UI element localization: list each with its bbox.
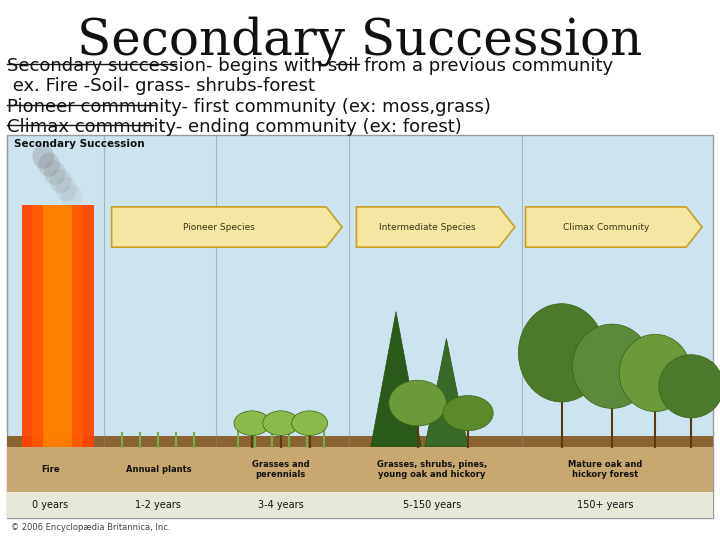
Polygon shape (371, 312, 421, 447)
Ellipse shape (572, 324, 652, 408)
Ellipse shape (234, 411, 270, 435)
Text: Intermediate Species: Intermediate Species (379, 222, 476, 232)
Text: Grasses, shrubs, pines,
young oak and hickory: Grasses, shrubs, pines, young oak and hi… (377, 460, 487, 479)
FancyBboxPatch shape (43, 205, 72, 447)
Text: Climax community- ending community (ex: forest): Climax community- ending community (ex: … (7, 118, 462, 136)
FancyBboxPatch shape (22, 205, 94, 447)
Ellipse shape (61, 185, 83, 209)
Polygon shape (425, 339, 468, 447)
FancyBboxPatch shape (7, 135, 713, 518)
FancyBboxPatch shape (7, 436, 713, 492)
Text: 5-150 years: 5-150 years (403, 501, 461, 510)
FancyBboxPatch shape (32, 205, 83, 447)
Ellipse shape (263, 411, 299, 435)
Ellipse shape (659, 355, 720, 418)
Text: Annual plants: Annual plants (125, 465, 192, 474)
Text: 150+ years: 150+ years (577, 501, 633, 510)
FancyBboxPatch shape (7, 436, 713, 469)
Text: 0 years: 0 years (32, 501, 68, 510)
Text: Mature oak and
hickory forest: Mature oak and hickory forest (567, 460, 642, 479)
Ellipse shape (619, 334, 691, 411)
Ellipse shape (518, 303, 605, 402)
Ellipse shape (443, 395, 493, 431)
Text: Secondary succession- begins with soil from a previous community: Secondary succession- begins with soil f… (7, 57, 613, 75)
Text: 3-4 years: 3-4 years (258, 501, 304, 510)
FancyBboxPatch shape (7, 470, 713, 492)
Text: ex. Fire -Soil- grass- shrubs-forest: ex. Fire -Soil- grass- shrubs-forest (7, 77, 315, 95)
Text: Fire: Fire (41, 465, 60, 474)
Polygon shape (526, 207, 702, 247)
FancyBboxPatch shape (7, 492, 713, 518)
Text: © 2006 Encyclopædia Britannica, Inc.: © 2006 Encyclopædia Britannica, Inc. (11, 523, 171, 532)
Text: Secondary Succession: Secondary Succession (14, 139, 145, 150)
Ellipse shape (50, 169, 71, 193)
Ellipse shape (44, 161, 66, 185)
Ellipse shape (38, 153, 60, 177)
Ellipse shape (292, 411, 328, 435)
Ellipse shape (55, 177, 77, 201)
Polygon shape (112, 207, 342, 247)
Text: Secondary Succession: Secondary Succession (77, 16, 643, 66)
Text: Pioneer Species: Pioneer Species (183, 222, 255, 232)
Ellipse shape (32, 145, 54, 168)
FancyBboxPatch shape (7, 447, 713, 492)
Polygon shape (356, 207, 515, 247)
Ellipse shape (389, 380, 446, 426)
Text: Pioneer community- first community (ex: moss,grass): Pioneer community- first community (ex: … (7, 98, 491, 116)
Text: 1-2 years: 1-2 years (135, 501, 181, 510)
Text: Grasses and
perennials: Grasses and perennials (252, 460, 310, 479)
Text: Climax Community: Climax Community (563, 222, 649, 232)
